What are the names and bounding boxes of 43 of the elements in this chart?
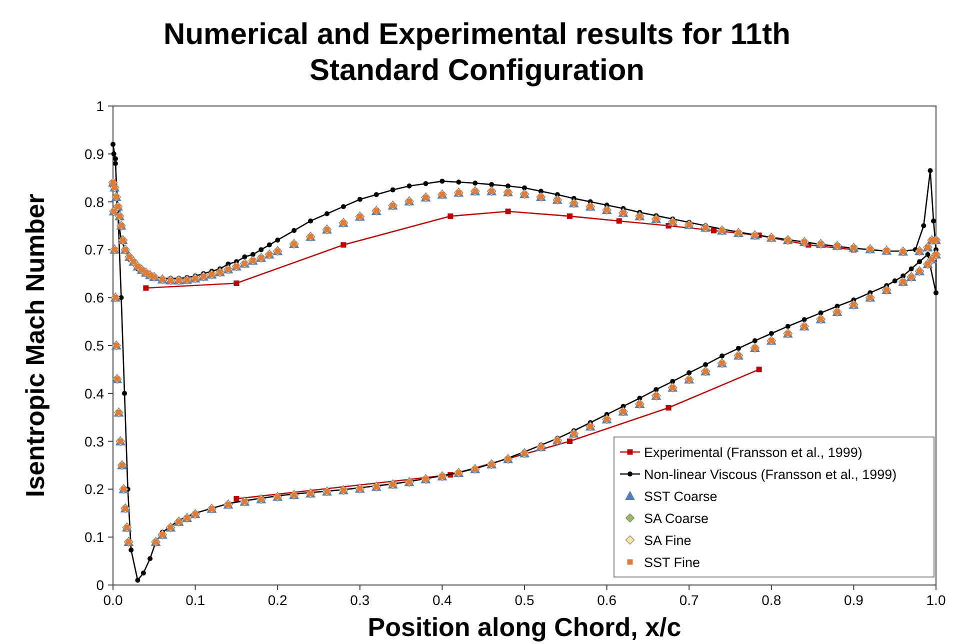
x-axis-title: Position along Chord, x/c [368,612,682,642]
x-tick-label: 0.6 [597,592,617,608]
point [756,366,762,372]
point [143,285,149,291]
x-tick-label: 0.5 [514,592,534,608]
x-tick-label: 0.0 [103,592,123,608]
y-tick-label: 1 [96,98,104,114]
y-tick-label: 0.7 [84,242,104,258]
y-axis-title: Isentropic Mach Number [20,194,50,498]
x-tick-label: 0.3 [350,592,370,608]
x-tick-label: 0.4 [432,592,452,608]
y-tick-label: 0.3 [84,433,104,450]
x-tick-label: 0.7 [679,592,700,608]
legend-label: Experimental (Fransson et al., 1999) [644,445,862,460]
point [234,496,240,502]
point [340,242,346,248]
y-tick-label: 0.8 [84,194,104,210]
y-tick-label: 0.1 [84,529,104,546]
x-tick-label: 0.1 [186,592,206,608]
point [711,228,717,234]
y-tick-label: 0.6 [84,290,104,306]
y-tick-label: 0.9 [84,146,104,162]
x-tick-label: 0.8 [762,592,782,608]
x-tick-label: 0.9 [844,592,864,608]
legend-label: SA Fine [644,533,692,548]
y-tick-label: 0 [96,577,104,593]
y-tick-label: 0.2 [84,481,104,498]
legend-label: Non-linear Viscous (Fransson et al., 1999) [644,467,897,482]
y-tick-label: 0.5 [84,338,104,354]
chart-title: Numerical and Experimental results for 11th Standard Configuration [164,18,790,87]
point [567,438,573,444]
y-tick-label: 0.4 [84,385,104,402]
legend-label: SA Coarse [644,511,709,526]
point [505,208,511,214]
point [448,213,454,219]
point [567,213,573,219]
legend-label: SST Fine [644,555,700,570]
x-tick-label: 1.0 [926,592,946,608]
point [666,405,672,411]
point [234,280,240,286]
x-tick-label: 0.2 [268,592,288,608]
legend-label: SST Coarse [644,489,718,504]
point [616,218,622,224]
